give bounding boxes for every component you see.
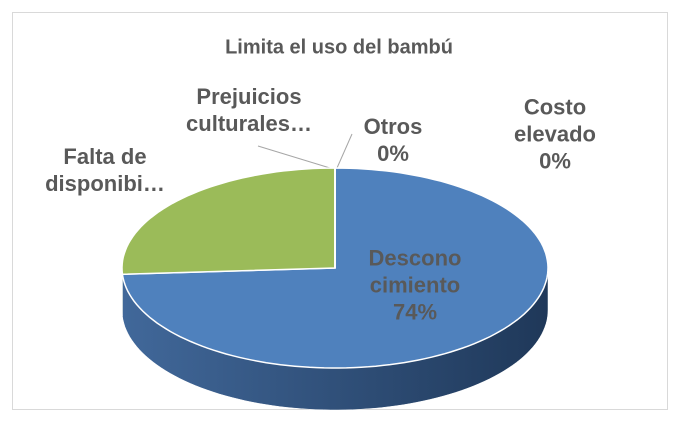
category-label: Otros: [363, 114, 423, 139]
category-label: Falta de disponibi…: [45, 144, 165, 196]
value-label: 74%: [392, 299, 438, 325]
data-label: Otros 0%: [348, 113, 438, 167]
data-label: Falta de disponibi…: [30, 143, 180, 197]
pie-slice: [121, 167, 336, 276]
category-label: Descono cimiento: [368, 245, 462, 298]
category-label: Costo elevado: [514, 94, 596, 147]
category-label: Prejuicios culturales…: [186, 84, 312, 136]
value-label: 0%: [377, 141, 409, 166]
chart-title: Limita el uso del bambú: [225, 36, 453, 59]
data-label: Costo elevado 0%: [505, 94, 605, 175]
pie: [121, 167, 549, 411]
leader-line: [336, 133, 353, 169]
data-label: Descono cimiento 74%: [355, 245, 475, 326]
data-label: Prejuicios culturales…: [179, 83, 319, 137]
value-label: 0%: [539, 148, 571, 174]
leader-line: [257, 145, 331, 169]
